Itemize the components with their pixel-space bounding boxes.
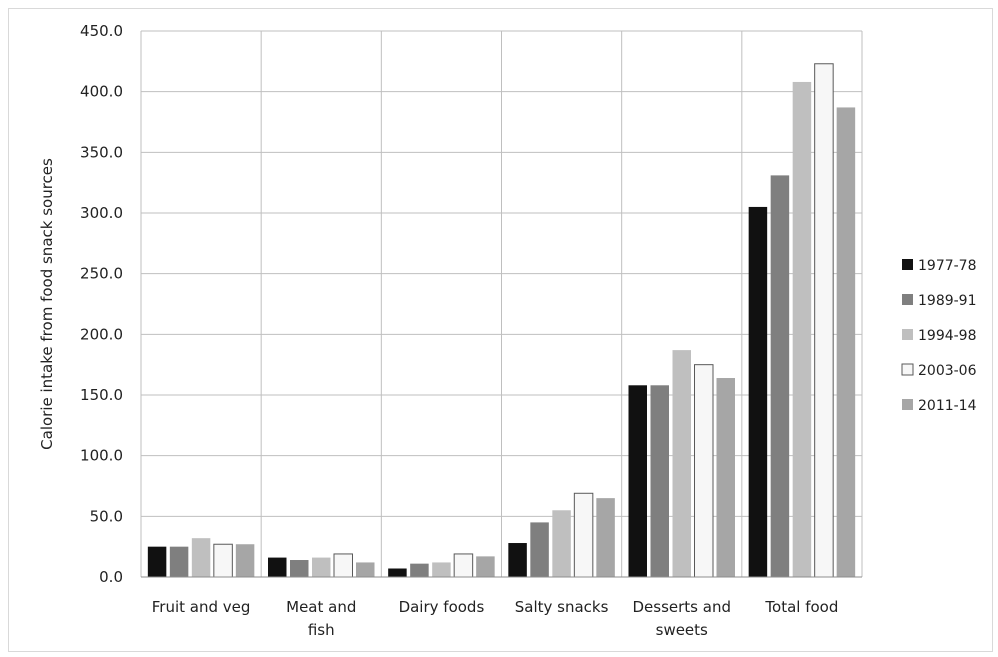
bar: [573, 492, 594, 578]
x-category-label: Dairy foods: [399, 598, 485, 616]
legend-swatch: [902, 259, 913, 270]
y-tick-label: 350.0: [80, 143, 123, 161]
y-tick-label: 300.0: [80, 204, 123, 222]
x-category-label: Fruit and veg: [152, 598, 251, 616]
bar: [333, 553, 353, 578]
bar: [672, 350, 691, 577]
bar: [716, 378, 735, 577]
y-axis-title: Calorie intake from food snack sources: [38, 158, 56, 450]
y-tick-label: 450.0: [80, 22, 123, 40]
bar: [770, 175, 790, 578]
bar: [147, 546, 167, 577]
x-category-label: Meat and: [286, 598, 356, 616]
bar: [792, 81, 812, 578]
x-category-label: fish: [308, 621, 335, 639]
bar: [814, 63, 834, 578]
legend: 1977-78 1989-91 1994-98 2003-06 2011-14: [901, 258, 977, 414]
x-category-label: Total food: [764, 598, 838, 616]
bar: [694, 364, 714, 578]
bar: [169, 546, 189, 577]
y-tick-label: 100.0: [80, 447, 123, 465]
bar: [410, 563, 429, 577]
axes: 0.0 50.0 100.0 150.0 200.0 250.0 300.0 350.0 400…: [80, 22, 862, 639]
bar: [836, 107, 856, 577]
bar: [628, 385, 647, 577]
legend-swatch: [901, 363, 914, 376]
bar: [596, 498, 615, 577]
bar: [213, 543, 233, 578]
legend-swatch: [902, 329, 913, 340]
bar: [191, 538, 211, 577]
legend-label: 2011-14: [918, 398, 977, 414]
legend-label: 1989-91: [918, 293, 977, 309]
bar: [552, 510, 571, 577]
bar: [650, 385, 669, 577]
legend-label: 1994-98: [918, 328, 977, 344]
x-category-label: Desserts and: [633, 598, 732, 616]
legend-swatch: [902, 294, 913, 305]
bar: [530, 522, 549, 577]
y-tick-label: 150.0: [80, 386, 123, 404]
bar: [476, 556, 495, 577]
legend-label: 1977-78: [918, 258, 977, 274]
bars: [147, 63, 856, 578]
bar: [268, 557, 287, 577]
x-category-label: Salty snacks: [515, 598, 609, 616]
bar: [235, 544, 255, 577]
bar: [453, 553, 474, 578]
legend-label: 2003-06: [918, 363, 977, 379]
y-tick-label: 0.0: [99, 568, 123, 586]
y-tick-label: 400.0: [80, 83, 123, 101]
y-tick-label: 200.0: [80, 325, 123, 343]
x-category-label: sweets: [656, 621, 708, 639]
bar: [388, 568, 407, 577]
bar: [290, 560, 309, 577]
bar: [748, 206, 768, 577]
legend-swatch: [902, 399, 913, 410]
bar: [432, 562, 451, 577]
bar: [508, 543, 527, 577]
bar: [356, 562, 375, 577]
y-tick-label: 250.0: [80, 265, 123, 283]
y-tick-label: 50.0: [90, 507, 123, 525]
bar: [312, 557, 331, 577]
